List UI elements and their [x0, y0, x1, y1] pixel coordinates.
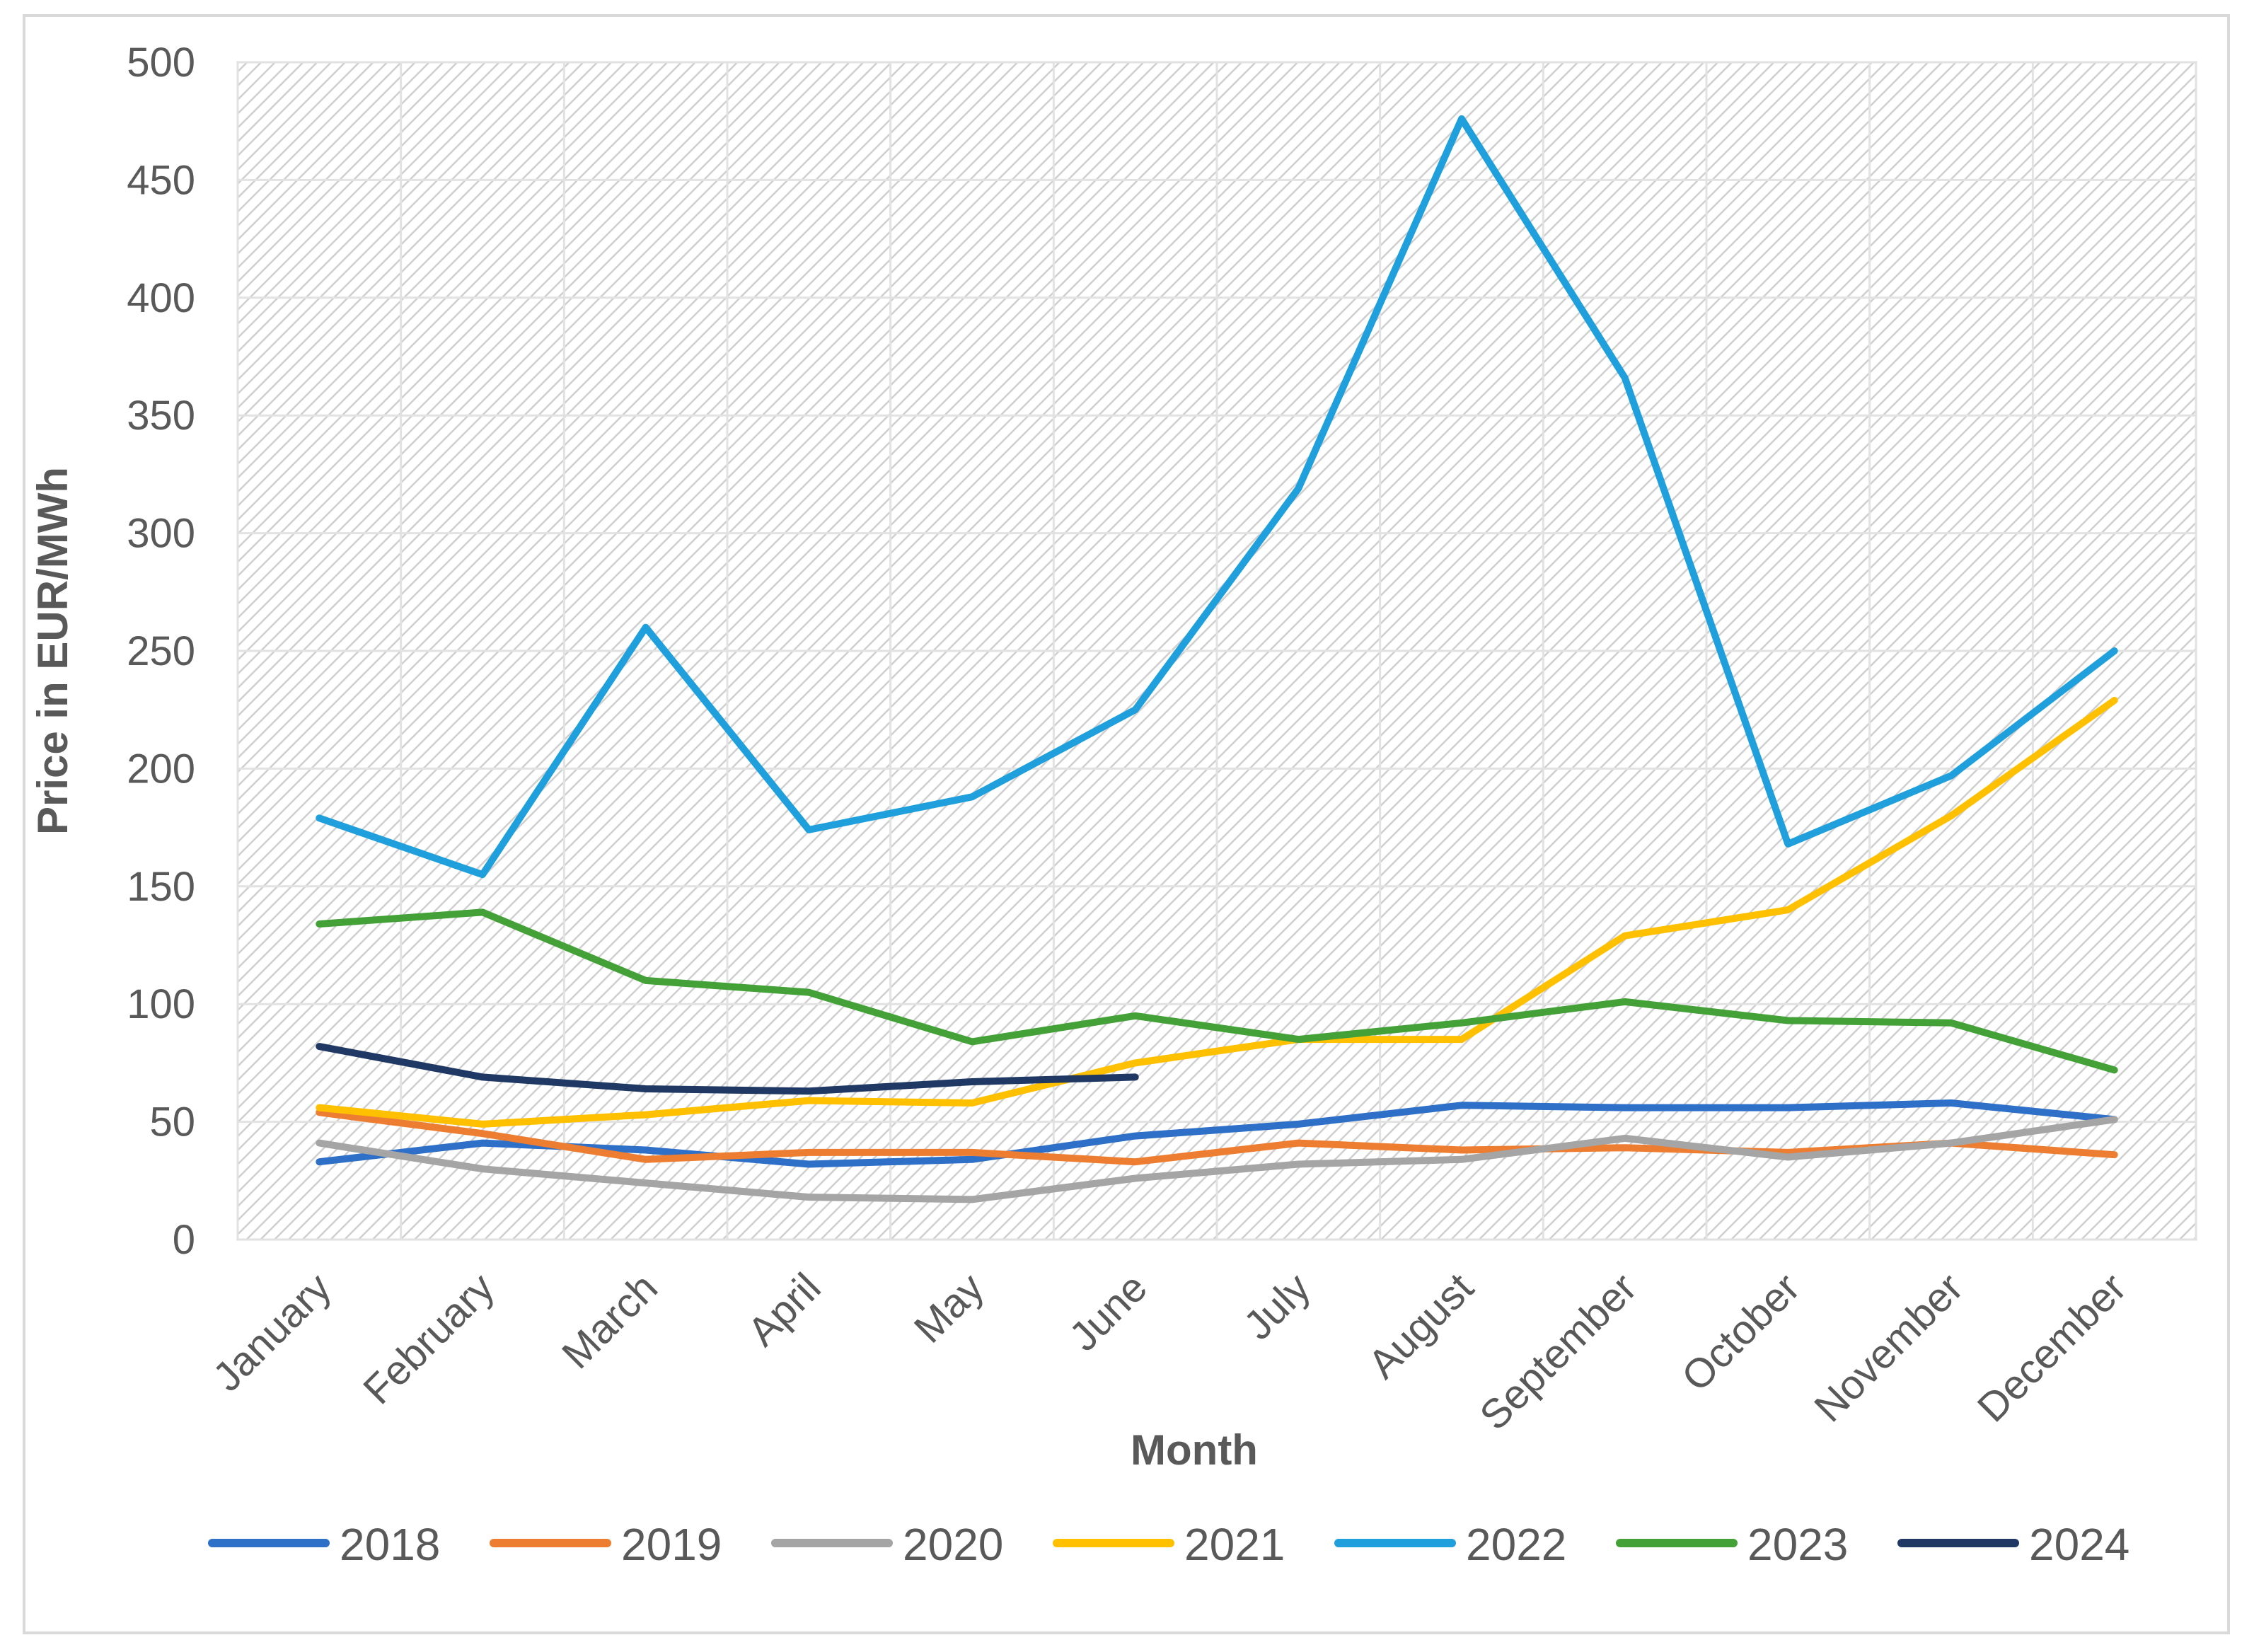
y-tick-label: 150	[127, 864, 195, 910]
series-lines	[316, 115, 2118, 1203]
x-tick-label: August	[1360, 1264, 1483, 1387]
x-axis-ticks: January February March April May June July Augu…	[204, 1264, 2135, 1439]
legend-label-2022: 2022	[1466, 1519, 1566, 1570]
x-tick-label: November	[1805, 1264, 1972, 1431]
legend-label-2020: 2020	[903, 1519, 1003, 1570]
y-tick-label: 300	[127, 511, 195, 557]
x-tick-label: April	[739, 1264, 830, 1355]
y-tick-label: 350	[127, 393, 195, 439]
series-line-2021	[316, 696, 2118, 1128]
legend-label-2021: 2021	[1184, 1519, 1285, 1570]
series-line-2022	[316, 115, 2118, 879]
y-tick-label: 200	[127, 746, 195, 792]
y-axis-title: Price in EUR/MWh	[29, 467, 76, 835]
x-tick-label: September	[1471, 1264, 1646, 1439]
series-line-2020	[316, 1116, 2118, 1203]
x-tick-label: May	[906, 1264, 993, 1351]
series-line-2019	[316, 1109, 2118, 1166]
y-tick-label: 400	[127, 275, 195, 321]
y-tick-label: 50	[149, 1099, 195, 1145]
y-axis-ticks: 0 50 100 150 200 250 300 350 400 450 500	[127, 40, 195, 1263]
legend-label-2024: 2024	[2029, 1519, 2129, 1570]
y-tick-label: 250	[127, 628, 195, 674]
x-tick-label: February	[354, 1264, 503, 1413]
x-axis-title: Month	[1131, 1426, 1258, 1474]
y-tick-label: 450	[127, 157, 195, 203]
legend-label-2019: 2019	[621, 1519, 722, 1570]
x-tick-label: March	[553, 1264, 666, 1377]
series-line-2024	[316, 1043, 1139, 1095]
x-tick-label: July	[1235, 1264, 1319, 1348]
y-tick-label: 100	[127, 981, 195, 1027]
gridlines	[236, 61, 2197, 1241]
series-line-2023	[316, 908, 2118, 1074]
legend: 2018 2019 2020 2021 2022 2023 2024	[208, 1519, 2129, 1570]
x-tick-label: June	[1060, 1264, 1156, 1360]
legend-label-2023: 2023	[1747, 1519, 1848, 1570]
y-tick-label: 0	[173, 1217, 195, 1263]
x-tick-label: October	[1673, 1264, 1809, 1400]
series-line-2018	[316, 1099, 2118, 1168]
legend-label-2018: 2018	[340, 1519, 440, 1570]
x-tick-label: December	[1969, 1264, 2135, 1431]
x-tick-label: January	[204, 1264, 340, 1400]
y-tick-label: 500	[127, 40, 195, 86]
